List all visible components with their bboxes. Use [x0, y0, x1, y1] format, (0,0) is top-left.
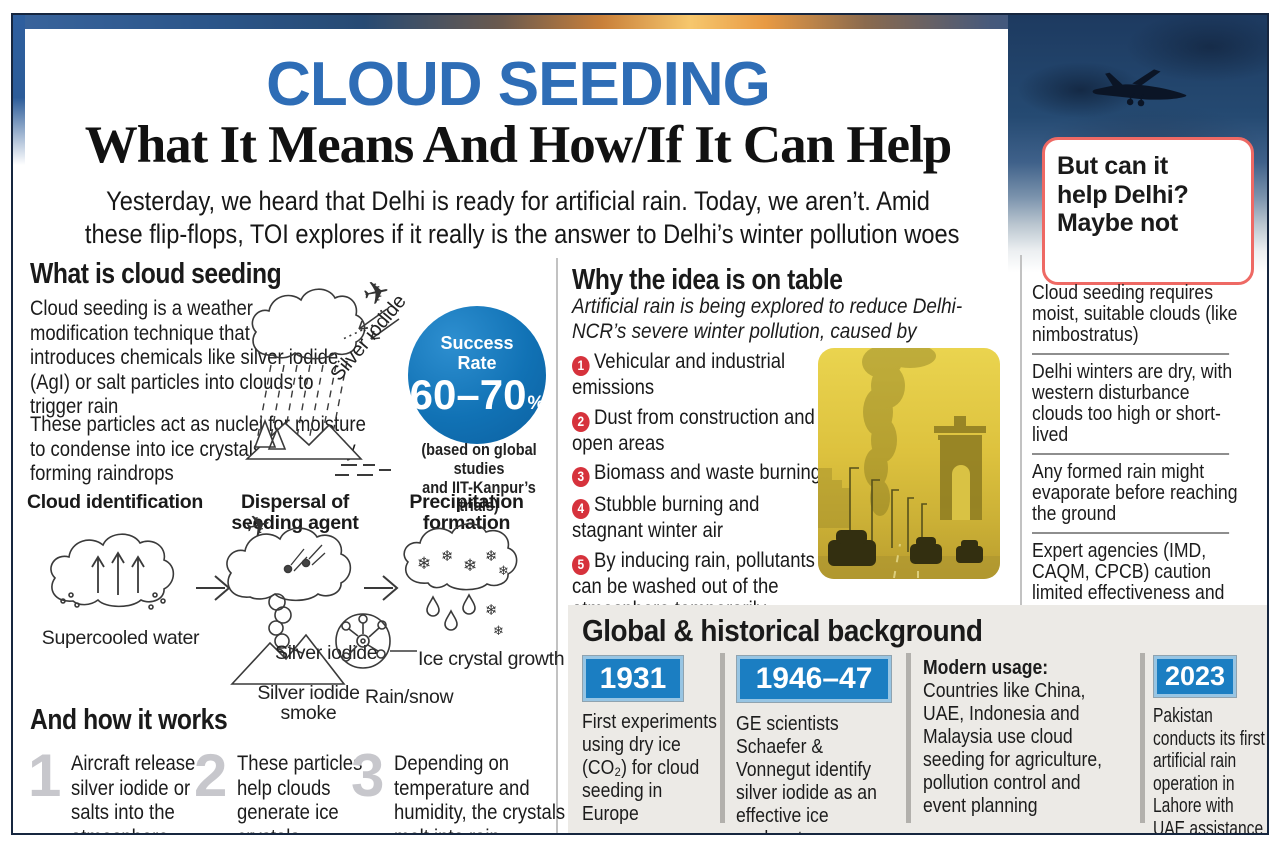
cloud-identification-diagram [50, 533, 175, 610]
success-rate-caption: (based on global studies and IIT-Kanpur’… [402, 441, 557, 516]
caption-line: and IIT-Kanpur’s trials) [422, 478, 536, 516]
divider [906, 653, 911, 823]
section-heading-what-is: What is cloud seeding [30, 258, 282, 290]
modern-usage-label: Modern usage: [923, 657, 1049, 679]
success-rate-value: 60–70 % [410, 373, 545, 417]
callout-box: But can it help Delhi? Maybe not [1042, 137, 1254, 285]
sky-border-left [13, 15, 25, 165]
what-is-paragraph-1: Cloud seeding is a weather modification … [30, 297, 339, 419]
seeding-illustration: ✈ [245, 273, 400, 476]
dispersal-diagram: ✈ [226, 507, 352, 685]
divider [1032, 532, 1230, 534]
history-entry-text: Pakistan conducts its first artificial r… [1153, 705, 1265, 835]
year-badge-1931: 1931 [582, 655, 684, 702]
step-number: 2 [194, 742, 228, 809]
modern-usage-entry: Modern usage: Countries like China, UAE,… [923, 657, 1123, 818]
ice-crystal-growth-label: Ice crystal growth [418, 648, 565, 670]
section-heading-why: Why the idea is on table [572, 264, 843, 296]
number-badge: 1 [572, 356, 590, 376]
history-panel: Global & historical background 1931 Firs… [568, 605, 1267, 833]
callout-line: But can it [1057, 152, 1168, 180]
snowflake-icon: ❄ [493, 624, 504, 639]
process-step2-title: Dispersal of seeding agent [231, 491, 359, 535]
snowflake-icon: ❄ [485, 601, 498, 619]
concerns-list: Cloud seeding requires moist, suitable c… [1032, 283, 1241, 653]
page-kicker: CLOUD SEEDING [266, 50, 771, 119]
how-step-text: These particles help clouds generate ice… [237, 752, 363, 833]
arrow-right-icon [364, 575, 399, 601]
section-heading-how-it-works: And how it works [30, 704, 228, 736]
how-step-text: Depending on temperature and humidity, t… [394, 752, 566, 833]
success-rate-number: 60–70 [409, 371, 527, 419]
concern-item: Any formed rain might evaporate before r… [1032, 461, 1238, 525]
divider [1032, 453, 1230, 455]
why-point: 3 Biomass and waste burning [572, 461, 832, 488]
divider [720, 653, 725, 823]
success-rate-badge: Success Rate 60–70 % [408, 306, 546, 444]
snowflake-icon: ❄ [463, 556, 477, 576]
subtitle-line: these flip-flops, TOI explores if it rea… [84, 218, 960, 249]
year-badge-2023: 2023 [1153, 655, 1237, 698]
history-entry-text: Countries like China, UAE, Indonesia and… [923, 680, 1103, 817]
rain-snow-label: Rain/snow [365, 686, 454, 708]
year-badge-1946-47: 1946–47 [736, 655, 892, 703]
page-title: What It Means And How/If It Can Help [84, 116, 953, 174]
snowflake-icon: ❄ [417, 554, 431, 574]
why-point-text: Dust from construction and open areas [572, 405, 815, 455]
success-rate-title: Success [440, 332, 514, 353]
callout-line: Maybe not [1057, 209, 1178, 237]
infographic-frame: CLOUD SEEDING What It Means And How/If I… [11, 13, 1269, 835]
caption-line: (based on global studies [421, 441, 537, 478]
success-rate-unit: % [527, 393, 545, 415]
snowflake-icon: ❄ [441, 547, 454, 565]
success-rate-title: Rate [457, 352, 497, 373]
divider [1032, 353, 1230, 355]
why-point: 2 Dust from construction and open areas [572, 406, 832, 456]
why-intro: Artificial rain is being explored to red… [572, 294, 963, 343]
process-step1-title: Cloud identification [27, 491, 203, 513]
history-entry-text: First experiments using dry ice (CO₂) fo… [582, 711, 717, 825]
section-heading-history: Global & historical background [582, 613, 983, 648]
plane-silhouette-icon [1092, 69, 1187, 107]
snowflake-icon: ❄ [498, 564, 509, 579]
page-subtitle: Yesterday, we heard that Delhi is ready … [84, 185, 960, 251]
number-badge: 5 [572, 554, 590, 575]
precipitation-diagram: ❄ ❄ ❄ ❄ ❄ ❄ ❄ [335, 523, 518, 669]
concern-item: Delhi winters are dry, with western dist… [1032, 361, 1233, 446]
divider [1140, 653, 1145, 823]
sky-banner-top [13, 15, 1267, 29]
number-badge: 3 [572, 467, 590, 488]
column-divider [556, 258, 558, 833]
subtitle-line: Yesterday, we heard that Delhi is ready … [106, 186, 930, 216]
why-point: 1 Vehicular and industrial emissions [572, 350, 832, 400]
how-step-text: Aircraft release silver iodide or salts … [71, 752, 196, 833]
number-badge: 4 [572, 499, 590, 520]
step-number: 3 [351, 742, 385, 809]
snowflake-icon: ❄ [485, 547, 498, 565]
callout-line: help Delhi? [1057, 180, 1189, 209]
why-point: 4 Stubble burning and stagnant winter air [572, 493, 832, 543]
why-point-text: Biomass and waste burning [594, 461, 822, 485]
why-point-text: Vehicular and industrial emissions [572, 350, 786, 399]
why-point-text: Stubble burning and stagnant winter air [572, 493, 760, 543]
silver-iodide-smoke-label: Silver iodide smoke [257, 682, 360, 725]
delhi-smog-photo [818, 348, 1000, 579]
silver-iodide-label: Silver iodide [275, 642, 378, 664]
plane-icon: ✈ [242, 507, 275, 547]
why-points-list: 1 Vehicular and industrial emissions 2 Dus… [572, 350, 832, 628]
step-number: 1 [28, 742, 62, 809]
number-badge: 2 [572, 411, 590, 432]
sidebar-divider [1020, 255, 1022, 605]
concern-item: Cloud seeding requires moist, suitable c… [1032, 282, 1238, 346]
supercooled-water-label: Supercooled water [41, 627, 200, 649]
history-entry-text: GE scientists Schaefer & Vonnegut identi… [736, 713, 877, 833]
